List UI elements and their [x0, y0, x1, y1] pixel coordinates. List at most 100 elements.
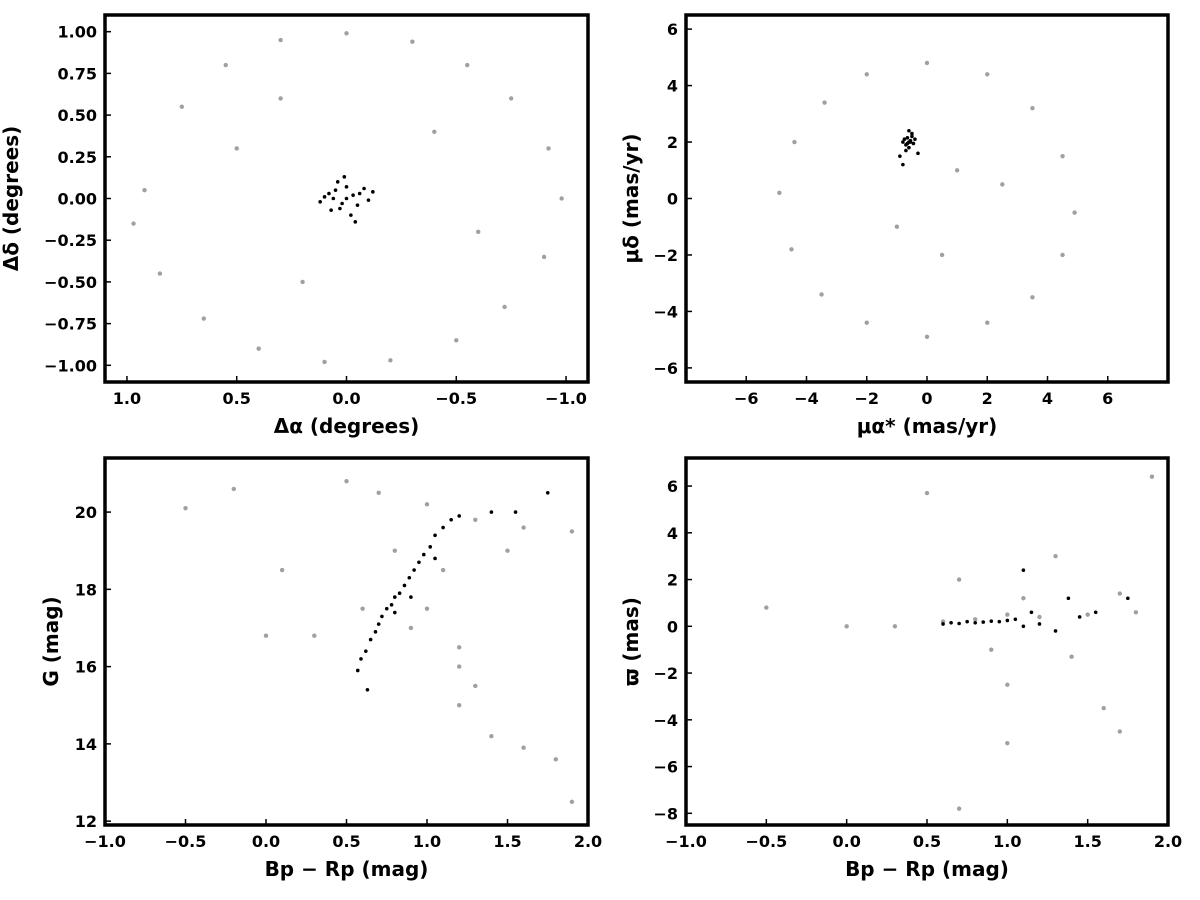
data-point	[338, 206, 342, 211]
data-point	[819, 292, 824, 297]
series-0	[131, 31, 564, 365]
y-axis-label: Δδ (degrees)	[0, 126, 23, 272]
data-point	[412, 568, 416, 572]
data-point	[981, 620, 986, 624]
data-point	[417, 560, 421, 565]
data-point	[901, 140, 905, 144]
data-point	[1013, 617, 1018, 622]
data-point	[513, 510, 518, 514]
x-tick-label: −1.0	[545, 389, 587, 408]
data-point	[789, 247, 794, 252]
y-tick-label: −0.75	[44, 315, 97, 334]
x-tick-label: −2	[854, 389, 879, 408]
data-point	[353, 220, 358, 224]
data-point	[449, 518, 453, 522]
data-point	[924, 490, 930, 496]
data-point	[985, 72, 990, 77]
data-point	[362, 186, 366, 191]
data-point	[569, 799, 575, 805]
data-point	[1101, 705, 1106, 711]
y-tick-label: 18	[75, 580, 97, 599]
data-point	[428, 545, 433, 549]
y-tick-label: −2	[653, 664, 678, 683]
y-tick-label: 1.00	[58, 23, 97, 42]
data-point	[393, 595, 397, 599]
data-point	[440, 567, 446, 573]
data-point	[335, 180, 340, 184]
data-point	[457, 703, 462, 708]
data-point	[822, 100, 827, 105]
data-point	[457, 664, 462, 669]
y-tick-label: 6	[667, 477, 678, 496]
x-tick-label: 0.0	[332, 389, 360, 408]
data-point	[349, 213, 353, 217]
data-point	[957, 621, 961, 626]
x-tick-label: −4	[794, 389, 819, 408]
y-axis-label: μδ (mas/yr)	[619, 133, 643, 263]
data-point	[300, 279, 305, 285]
data-point	[904, 148, 908, 153]
data-point	[389, 603, 394, 607]
data-point	[985, 320, 990, 325]
data-point	[402, 583, 407, 588]
data-point	[907, 128, 911, 133]
data-point	[965, 619, 969, 624]
data-point	[279, 567, 285, 573]
x-tick-label: 1.0	[993, 832, 1021, 851]
x-tick-label: 6	[1102, 389, 1113, 408]
data-point	[231, 486, 236, 492]
data-point	[465, 62, 470, 68]
data-point	[1085, 612, 1090, 617]
data-point	[355, 668, 360, 673]
x-tick-label: 1.5	[1073, 832, 1101, 851]
data-point	[223, 62, 228, 68]
x-tick-label: −0.5	[165, 832, 207, 851]
data-point	[179, 104, 185, 109]
x-tick-label: −0.5	[745, 832, 787, 851]
data-point	[473, 517, 478, 523]
data-point	[409, 595, 413, 599]
y-tick-label: −6	[653, 758, 678, 777]
data-point	[956, 577, 962, 582]
data-point	[359, 657, 363, 661]
y-tick-label: −6	[653, 359, 678, 378]
data-point	[371, 190, 375, 194]
y-tick-label: 0.50	[58, 106, 97, 125]
data-point	[1005, 740, 1010, 746]
data-point	[322, 359, 327, 365]
data-point	[376, 490, 381, 495]
data-point	[256, 346, 261, 351]
y-tick-label: −2	[653, 246, 678, 265]
data-point	[392, 548, 397, 553]
data-point	[142, 187, 147, 193]
data-point	[424, 606, 430, 611]
data-point	[384, 606, 389, 611]
data-point	[344, 31, 349, 36]
panel-proper-motion: −6 −4 −2 0 2 4 6 −6 −4 −2 0 2 4 6 μα* (mas/yr) μδ (mas/…	[619, 13, 1170, 438]
data-point	[342, 175, 347, 179]
y-tick-label: 6	[667, 20, 678, 39]
data-point	[364, 649, 368, 653]
data-point	[408, 625, 414, 631]
data-point	[1117, 729, 1123, 734]
data-point	[340, 201, 344, 206]
data-point	[157, 271, 163, 276]
data-point	[1126, 596, 1130, 601]
x-tick-label: 0.0	[832, 832, 860, 851]
data-point	[432, 129, 437, 134]
data-point	[1029, 610, 1034, 615]
x-tick-label: 1.5	[493, 832, 521, 851]
data-point	[553, 757, 558, 762]
y-tick-label: 16	[75, 658, 97, 677]
data-point	[892, 624, 898, 629]
panel-color-magnitude: −1.0 −0.5 0.0 0.5 1.0 1.5 2.0 12 14 16 18 20 Bp − Rp…	[39, 456, 602, 881]
data-point	[924, 60, 930, 66]
data-point	[1005, 612, 1010, 617]
x-tick-label: 2.0	[1154, 832, 1182, 851]
data-point	[322, 195, 327, 199]
y-tick-label: 2	[667, 133, 678, 152]
y-tick-label: 2	[667, 571, 678, 590]
data-point	[911, 141, 916, 146]
data-point	[908, 140, 913, 144]
data-point	[898, 154, 902, 158]
